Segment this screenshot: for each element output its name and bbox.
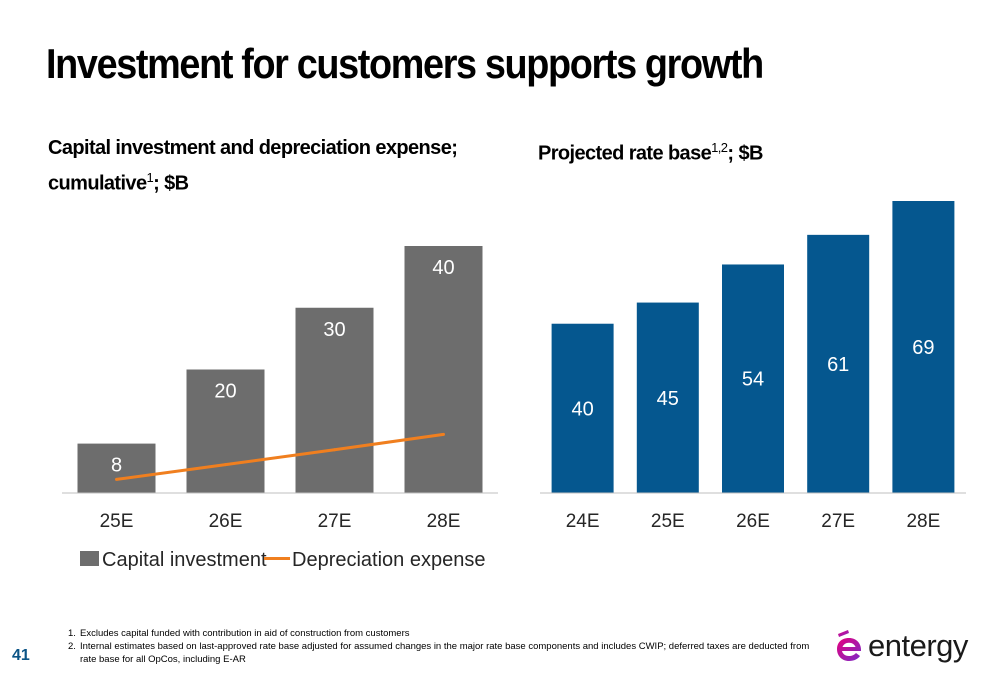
page-number: 41 bbox=[12, 647, 30, 664]
footnote-number: 2. bbox=[68, 641, 76, 652]
legend-swatch-capital-investment bbox=[80, 551, 99, 566]
right-chart-subtitle: Projected rate base1,2; $B bbox=[538, 133, 763, 169]
x-tick-label: 27E bbox=[821, 511, 855, 532]
rate-base-bar bbox=[551, 323, 614, 493]
capital-investment-data-label: 30 bbox=[323, 319, 345, 341]
left-subtitle-unit: ; $B bbox=[153, 172, 189, 195]
rate-base-data-label: 40 bbox=[571, 398, 593, 420]
right-subtitle-footnote-ref: 1,2 bbox=[711, 140, 728, 155]
x-tick-label: 28E bbox=[906, 511, 940, 532]
x-tick-label: 28E bbox=[427, 511, 461, 532]
right-subtitle-unit: ; $B bbox=[727, 142, 763, 165]
footnote-text: Excludes capital funded with contributio… bbox=[80, 628, 410, 639]
logo-text: entergy bbox=[868, 628, 968, 663]
rate-base-bar bbox=[892, 201, 955, 493]
x-tick-label: 25E bbox=[651, 511, 685, 532]
rate-base-bar bbox=[807, 234, 870, 493]
entergy-e-logo-icon bbox=[837, 630, 862, 661]
right-subtitle-text: Projected rate base bbox=[538, 142, 712, 165]
capital-investment-data-label: 20 bbox=[214, 381, 236, 403]
capital-investment-bar bbox=[186, 369, 265, 493]
left-subtitle-line1: Capital investment and depreciation expe… bbox=[48, 137, 458, 159]
footnote-number: 1. bbox=[68, 628, 76, 639]
footnote-text: Internal estimates based on last-approve… bbox=[80, 641, 810, 665]
rate-base-data-label: 61 bbox=[827, 354, 849, 376]
depreciation-expense-point bbox=[333, 448, 336, 452]
rate-base-data-label: 54 bbox=[742, 369, 764, 391]
footnote-1: 1. Excludes capital funded with contribut… bbox=[68, 627, 828, 640]
left-subtitle-footnote-ref: 1 bbox=[146, 170, 154, 185]
rate-base-bar bbox=[636, 302, 699, 493]
x-tick-label: 25E bbox=[100, 511, 134, 532]
entergy-logo: entergy bbox=[834, 626, 968, 666]
depreciation-expense-point bbox=[224, 463, 227, 467]
capital-investment-bar bbox=[295, 307, 374, 493]
depreciation-expense-point bbox=[115, 477, 118, 481]
capital-investment-bar bbox=[404, 246, 483, 493]
left-chart-subtitle: Capital investment and depreciation expe… bbox=[48, 133, 518, 199]
left-subtitle-line2: cumulative bbox=[48, 172, 147, 195]
legend-label-capital-investment: Capital investment bbox=[102, 549, 267, 571]
depreciation-expense-point bbox=[442, 432, 445, 436]
capital-investment-data-label: 40 bbox=[432, 257, 454, 279]
rate-base-bar bbox=[722, 264, 784, 493]
rate-base-data-label: 69 bbox=[912, 337, 934, 359]
legend-label-depreciation-expense: Depreciation expense bbox=[292, 549, 485, 571]
x-tick-label: 27E bbox=[318, 511, 352, 532]
x-tick-label: 24E bbox=[566, 511, 600, 532]
rate-base-data-label: 45 bbox=[657, 388, 679, 410]
footnotes: 1. Excludes capital funded with contribut… bbox=[68, 627, 828, 666]
capital-investment-bar bbox=[77, 443, 156, 493]
page-title: Investment for customers supports growth bbox=[46, 40, 764, 87]
x-tick-label: 26E bbox=[736, 511, 770, 532]
depreciation-expense-line bbox=[116, 432, 444, 481]
capital-investment-data-label: 8 bbox=[111, 455, 122, 477]
x-tick-label: 26E bbox=[209, 511, 243, 532]
footnote-2: 2. Internal estimates based on last-appro… bbox=[68, 640, 828, 666]
